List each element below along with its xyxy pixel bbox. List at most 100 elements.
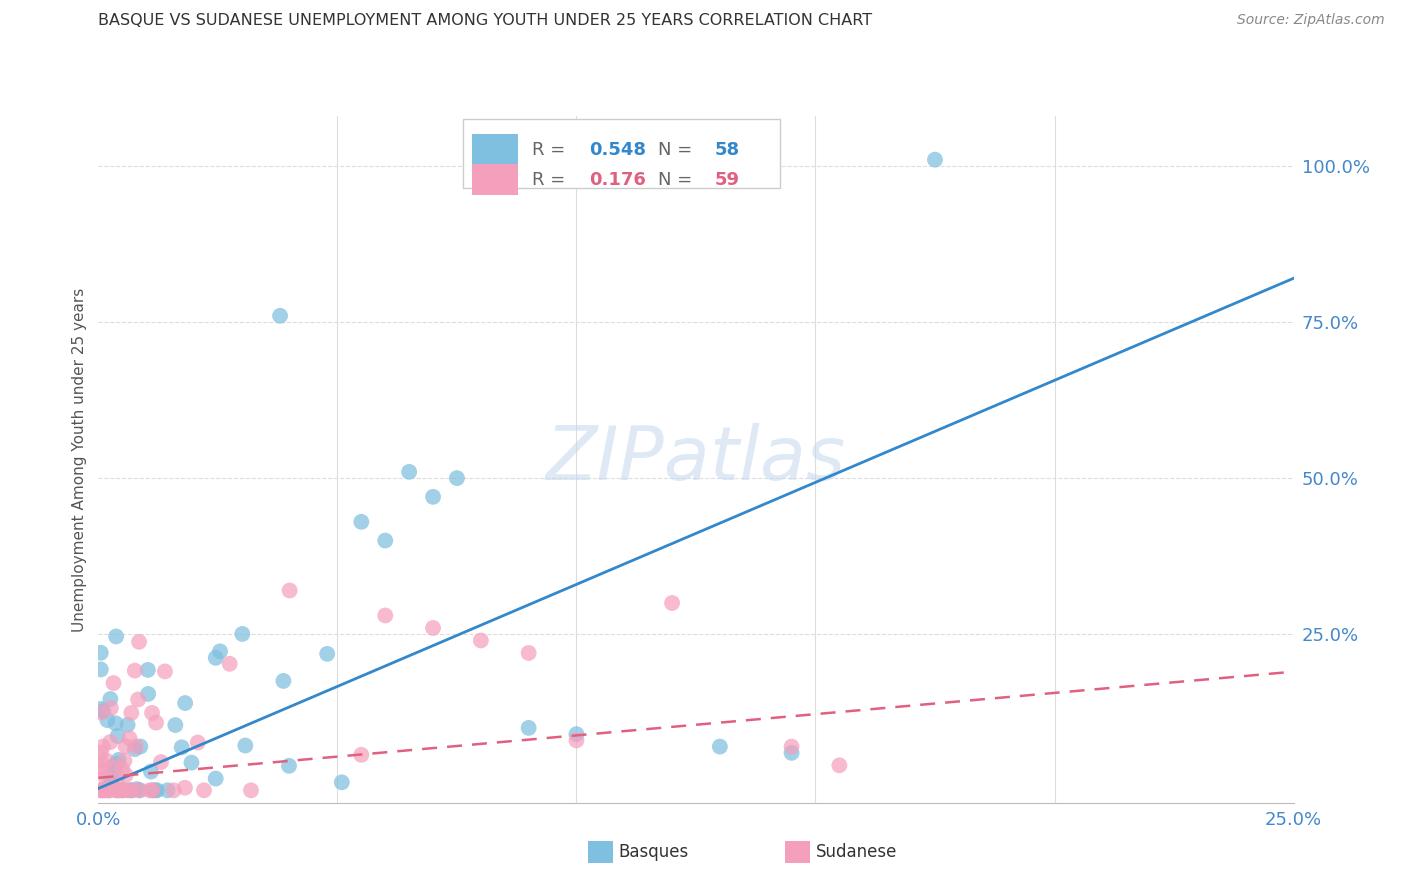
Point: [107, 753, 129, 767]
Point: [97, 783, 120, 797]
Point: [141, 783, 163, 797]
Point: [93, 783, 115, 797]
Point: [120, 706, 142, 720]
Text: BASQUE VS SUDANESE UNEMPLOYMENT AMONG YOUTH UNDER 25 YEARS CORRELATION CHART: BASQUE VS SUDANESE UNEMPLOYMENT AMONG YO…: [98, 13, 873, 29]
Point: [111, 762, 134, 776]
Point: [93, 783, 115, 797]
Point: [124, 664, 146, 678]
Point: [105, 756, 128, 771]
Text: Source: ZipAtlas.com: Source: ZipAtlas.com: [1237, 13, 1385, 28]
Point: [114, 739, 136, 754]
Point: [187, 735, 209, 749]
Point: [114, 768, 136, 782]
Point: [121, 783, 143, 797]
Point: [97, 783, 120, 797]
FancyBboxPatch shape: [463, 120, 780, 188]
Point: [398, 465, 420, 479]
Point: [90, 702, 112, 716]
Point: [174, 780, 197, 795]
Point: [91, 704, 114, 718]
Text: 0.548: 0.548: [589, 141, 647, 159]
Point: [204, 650, 226, 665]
Point: [517, 646, 540, 660]
Point: [374, 608, 396, 623]
Point: [104, 763, 127, 777]
Point: [374, 533, 396, 548]
Point: [517, 721, 540, 735]
Point: [111, 783, 134, 797]
Point: [90, 646, 112, 660]
Text: Sudanese: Sudanese: [815, 843, 897, 861]
Point: [90, 663, 112, 677]
Point: [105, 630, 128, 644]
Point: [156, 783, 179, 797]
Point: [107, 783, 129, 797]
Point: [97, 783, 120, 797]
Point: [146, 783, 169, 797]
Point: [96, 754, 118, 768]
Point: [98, 735, 121, 749]
Point: [273, 673, 295, 688]
Point: [143, 783, 166, 797]
Point: [125, 782, 148, 797]
Point: [100, 772, 122, 786]
Point: [114, 754, 136, 768]
Point: [165, 718, 187, 732]
Point: [118, 783, 141, 797]
Y-axis label: Unemployment Among Youth under 25 years: Unemployment Among Youth under 25 years: [72, 287, 87, 632]
Point: [91, 783, 114, 797]
Text: R =: R =: [533, 141, 571, 159]
Point: [124, 742, 146, 756]
Point: [100, 777, 122, 791]
Point: [107, 783, 129, 797]
Text: ZIPatlas: ZIPatlas: [546, 424, 846, 495]
Point: [104, 716, 127, 731]
Point: [90, 783, 112, 797]
Point: [101, 759, 124, 773]
Point: [269, 309, 291, 323]
Point: [278, 583, 301, 598]
Point: [780, 739, 803, 754]
FancyBboxPatch shape: [472, 164, 517, 195]
Point: [278, 759, 301, 773]
Point: [105, 775, 128, 789]
Point: [828, 758, 851, 772]
Point: [94, 771, 117, 785]
Text: Basques: Basques: [619, 843, 689, 861]
Point: [104, 783, 127, 797]
Point: [350, 747, 373, 762]
Point: [422, 490, 444, 504]
Point: [162, 783, 184, 797]
Point: [97, 780, 120, 794]
Point: [90, 761, 112, 775]
Point: [565, 733, 588, 747]
FancyBboxPatch shape: [472, 134, 517, 165]
Point: [96, 713, 118, 727]
Text: N =: N =: [658, 171, 697, 189]
Point: [91, 739, 114, 754]
Text: 58: 58: [716, 141, 740, 159]
Point: [115, 783, 138, 797]
Point: [110, 783, 132, 797]
Point: [129, 783, 152, 797]
Point: [780, 746, 803, 760]
Point: [316, 647, 339, 661]
Point: [111, 783, 134, 797]
Point: [240, 783, 263, 797]
Point: [193, 783, 215, 797]
Point: [924, 153, 946, 167]
Point: [661, 596, 683, 610]
Point: [141, 706, 163, 720]
Point: [90, 764, 112, 779]
Point: [127, 692, 149, 706]
Point: [231, 627, 253, 641]
Point: [107, 729, 129, 743]
Point: [145, 715, 167, 730]
Point: [128, 783, 150, 797]
Point: [98, 692, 121, 706]
Point: [125, 739, 148, 754]
Point: [218, 657, 240, 671]
Point: [174, 696, 197, 710]
Point: [136, 687, 159, 701]
Point: [139, 764, 162, 779]
